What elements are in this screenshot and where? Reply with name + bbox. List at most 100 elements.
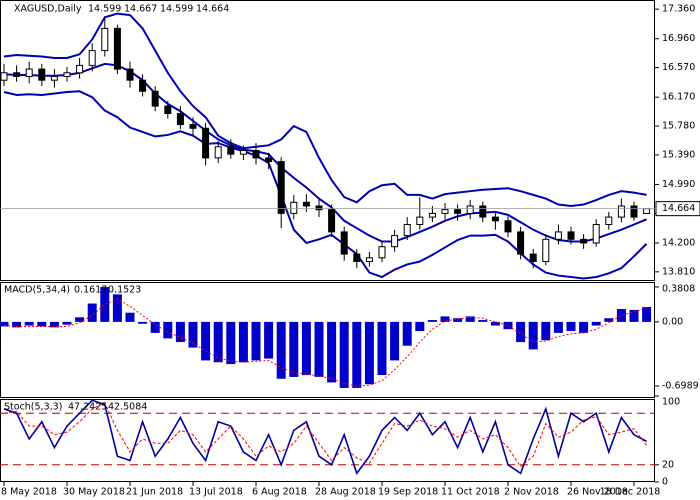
current-price-label: 14.664 xyxy=(662,203,695,214)
candle-body xyxy=(428,212,436,218)
candle-body xyxy=(391,235,399,248)
y-tick-label: 0.00 xyxy=(662,316,683,327)
macd-bar xyxy=(566,321,576,332)
macd-bar xyxy=(553,321,563,333)
macd-bar xyxy=(289,321,299,377)
stoch-panel xyxy=(0,399,655,482)
bollinger-upper xyxy=(3,12,647,208)
y-tick-label: 13.810 xyxy=(662,266,695,277)
candle-body xyxy=(340,231,348,255)
macd-bar xyxy=(264,321,274,359)
ohlc-value: 14.599 xyxy=(88,4,121,15)
y-tick-label: 14.990 xyxy=(662,179,695,190)
y-tick-label: 16.170 xyxy=(662,92,695,103)
candle-body xyxy=(50,75,58,81)
macd-bar xyxy=(75,317,85,322)
y-tick-label: 16.960 xyxy=(662,33,695,44)
candle-body xyxy=(189,124,197,129)
ohlc-value: 14.599 xyxy=(160,4,193,15)
y-tick-label: 15.390 xyxy=(662,149,695,160)
candle-body xyxy=(605,216,613,225)
signal-value: 0.1523 xyxy=(108,285,141,296)
candle-body xyxy=(63,72,71,77)
macd-bar xyxy=(528,321,538,350)
macd-bar xyxy=(478,320,488,322)
candle-body xyxy=(290,201,298,214)
candle-body xyxy=(164,105,172,114)
candle-body xyxy=(202,127,210,159)
macd-bar xyxy=(226,321,236,365)
candle-body xyxy=(76,64,84,74)
stoch-k-value: 47.2425 xyxy=(68,402,107,413)
macd-bar xyxy=(138,321,148,324)
macd-bar xyxy=(327,321,337,383)
candle-body xyxy=(126,68,134,81)
candle-body xyxy=(617,205,625,218)
candle-body xyxy=(542,238,550,262)
macd-bar xyxy=(49,321,59,328)
macd-bar xyxy=(604,318,614,322)
macd-bar xyxy=(62,321,72,325)
candle-body xyxy=(315,205,323,211)
candle-body xyxy=(554,231,562,240)
candle-body xyxy=(252,149,260,159)
macd-bar xyxy=(440,316,450,322)
y-tick-label: 16.570 xyxy=(662,62,695,73)
candle-body xyxy=(88,50,96,66)
candle-body xyxy=(25,68,33,77)
candle-body xyxy=(328,209,336,233)
macd-bar xyxy=(377,321,387,376)
current-price-box xyxy=(655,201,700,217)
macd-bar xyxy=(276,321,286,379)
candle-body xyxy=(504,220,512,233)
candle-body xyxy=(101,27,109,52)
ohlc-value: 14.667 xyxy=(124,4,157,15)
macd-bar xyxy=(188,321,198,348)
x-tick-label: 11 Oct 2018 xyxy=(441,487,500,498)
macd-bar xyxy=(591,321,601,326)
candle-body xyxy=(630,205,638,218)
candle-body xyxy=(592,223,600,244)
macd-bar xyxy=(516,321,526,343)
candle-body xyxy=(416,216,424,225)
candle-body xyxy=(643,208,651,214)
indicator-title: MACD(5,34,4) xyxy=(4,285,70,296)
macd-bar xyxy=(427,320,437,322)
stoch-d xyxy=(3,402,647,468)
macd-bar xyxy=(364,321,374,385)
price-panel xyxy=(0,0,655,281)
ohlc-value: 14.664 xyxy=(196,4,229,15)
x-tick-label: 18 Dec 2018 xyxy=(600,487,661,498)
macd-bar xyxy=(616,309,626,322)
candle-body xyxy=(139,79,147,92)
stoch-d-value: 42.5084 xyxy=(108,402,147,413)
stoch-k xyxy=(3,399,647,476)
macd-bar xyxy=(125,312,135,322)
candle-body xyxy=(441,209,449,214)
macd-bar xyxy=(503,321,513,330)
macd-bar xyxy=(24,321,34,326)
macd-bar xyxy=(238,321,248,363)
candle-body xyxy=(277,161,285,214)
macd-bar xyxy=(642,307,652,322)
macd-bar xyxy=(12,321,22,328)
macd-bar xyxy=(150,321,160,333)
macd-bar xyxy=(629,309,639,322)
candle-body xyxy=(239,149,247,155)
candle-body xyxy=(365,257,373,262)
bollinger-middle xyxy=(3,62,647,243)
macd-bar xyxy=(453,318,463,322)
macd-bar xyxy=(352,321,362,388)
candle-body xyxy=(580,238,588,244)
macd-bar xyxy=(402,321,412,346)
macd-bar xyxy=(37,321,47,327)
candle-body xyxy=(491,216,499,222)
candle-body xyxy=(214,146,222,159)
candle-body xyxy=(567,231,575,240)
x-tick-label: 21 Jun 2018 xyxy=(126,487,183,498)
macd-bar xyxy=(339,321,349,388)
y-tick-label: 20 xyxy=(662,459,674,470)
candle-body xyxy=(466,205,474,214)
